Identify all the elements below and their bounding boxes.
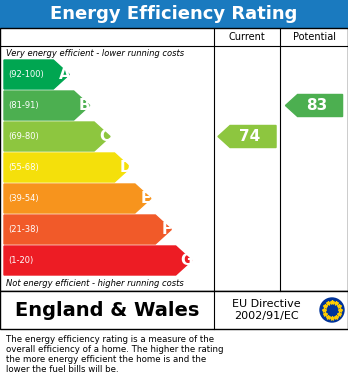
Bar (0, 291, 348, 329)
Text: F: F (161, 222, 172, 237)
Text: EU Directive
2002/91/EC: EU Directive 2002/91/EC (232, 299, 300, 321)
Text: (1-20): (1-20) (8, 256, 33, 265)
Text: A: A (58, 67, 70, 82)
Text: (39-54): (39-54) (8, 194, 39, 203)
Polygon shape (4, 60, 69, 89)
Text: (81-91): (81-91) (8, 101, 39, 110)
Bar (0, 28, 348, 291)
Polygon shape (4, 122, 110, 151)
Text: (69-80): (69-80) (8, 132, 39, 141)
Polygon shape (4, 246, 192, 275)
Polygon shape (285, 95, 342, 117)
Text: overall efficiency of a home. The higher the rating: overall efficiency of a home. The higher… (6, 345, 223, 354)
Text: (92-100): (92-100) (8, 70, 44, 79)
Polygon shape (4, 153, 130, 182)
Text: (21-38): (21-38) (8, 225, 39, 234)
Text: England & Wales: England & Wales (15, 301, 199, 319)
Polygon shape (218, 126, 276, 147)
Text: C: C (100, 129, 111, 144)
Bar (0, 0, 348, 28)
Polygon shape (4, 184, 151, 213)
Text: Not energy efficient - higher running costs: Not energy efficient - higher running co… (6, 280, 184, 289)
Text: The energy efficiency rating is a measure of the: The energy efficiency rating is a measur… (6, 335, 214, 344)
Text: Energy Efficiency Rating: Energy Efficiency Rating (50, 5, 298, 23)
Text: 83: 83 (306, 98, 327, 113)
Text: lower the fuel bills will be.: lower the fuel bills will be. (6, 365, 119, 374)
Text: (55-68): (55-68) (8, 163, 39, 172)
Circle shape (320, 298, 344, 322)
Text: G: G (181, 253, 193, 268)
Text: Current: Current (229, 32, 266, 42)
Text: 74: 74 (239, 129, 261, 144)
Text: Potential: Potential (293, 32, 335, 42)
Polygon shape (4, 91, 90, 120)
Text: the more energy efficient the home is and the: the more energy efficient the home is an… (6, 355, 206, 364)
Text: Very energy efficient - lower running costs: Very energy efficient - lower running co… (6, 48, 184, 57)
Text: E: E (141, 191, 151, 206)
Text: D: D (119, 160, 132, 175)
Polygon shape (4, 215, 171, 244)
Text: B: B (79, 98, 91, 113)
